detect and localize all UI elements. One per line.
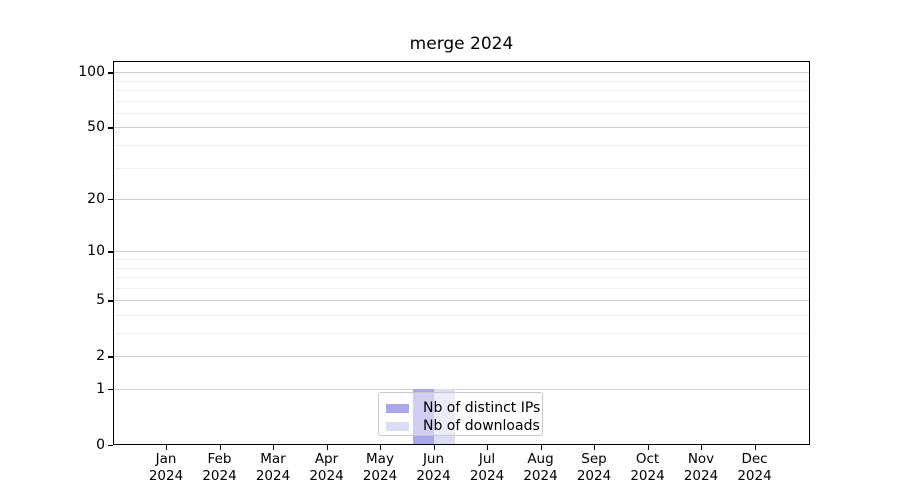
- y-tick-10: [108, 251, 113, 253]
- x-tick-dec: [754, 445, 756, 450]
- gridline-minor-4: [113, 315, 810, 316]
- x-tick-label-mar: Mar 2024: [255, 451, 291, 484]
- y-tick-label-2: 2: [96, 348, 105, 365]
- legend-item-distinct-ips: Nb of distinct IPs: [386, 399, 540, 417]
- x-tick-aug: [540, 445, 542, 450]
- gridline-major-1: [113, 389, 810, 390]
- x-tick-label-jul: Jul 2024: [469, 451, 505, 484]
- x-tick-label-jan: Jan 2024: [148, 451, 184, 484]
- y-tick-label-50: 50: [87, 119, 105, 136]
- gridline-major-2: [113, 356, 810, 358]
- x-tick-apr: [326, 445, 328, 450]
- y-tick-0: [108, 445, 113, 447]
- x-tick-jan: [166, 445, 168, 450]
- y-tick-label-20: 20: [87, 191, 105, 208]
- x-tick-label-jun: Jun 2024: [416, 451, 451, 484]
- legend: Nb of distinct IPs Nb of downloads: [378, 392, 543, 436]
- x-tick-oct: [647, 445, 649, 450]
- legend-label-downloads: Nb of downloads: [423, 418, 540, 434]
- x-tick-mar: [273, 445, 275, 450]
- x-tick-label-sep: Sep 2024: [576, 451, 612, 484]
- gridline-minor-8: [113, 267, 810, 269]
- x-tick-nov: [701, 445, 703, 450]
- y-tick-2: [108, 356, 113, 358]
- y-tick-label-1: 1: [96, 381, 105, 397]
- gridline-minor-3: [113, 333, 810, 334]
- gridline-major-50: [113, 127, 810, 129]
- bar-nb-of-distinct-ips-jun: [412, 389, 434, 445]
- x-tick-jul: [487, 445, 489, 450]
- gridline-minor-70: [113, 100, 810, 102]
- x-tick-label-dec: Dec 2024: [737, 451, 772, 484]
- x-tick-label-nov: Nov 2024: [683, 451, 719, 484]
- gridline-minor-80: [113, 90, 810, 91]
- y-tick-20: [108, 199, 113, 201]
- y-tick-label-10: 10: [87, 243, 105, 260]
- gridline-major-10: [113, 251, 810, 253]
- legend-swatch-distinct-ips-icon: [386, 403, 409, 413]
- y-tick-label-0: 0: [96, 437, 105, 453]
- y-tick-label-5: 5: [96, 292, 105, 309]
- x-tick-jun: [433, 445, 435, 450]
- y-tick-1: [108, 389, 113, 391]
- gridline-minor-90: [113, 80, 810, 82]
- y-tick-50: [108, 127, 113, 129]
- gridline-minor-30: [113, 167, 810, 169]
- gridline-minor-7: [113, 277, 810, 278]
- gridline-minor-6: [113, 287, 810, 289]
- legend-swatch-downloads-icon: [386, 421, 409, 431]
- gridline-minor-40: [113, 145, 810, 146]
- gridline-major-20: [113, 199, 810, 201]
- x-tick-feb: [219, 445, 221, 450]
- x-tick-label-aug: Aug 2024: [523, 451, 558, 484]
- x-tick-may: [380, 445, 382, 450]
- y-tick-100: [108, 72, 113, 74]
- bar-nb-of-downloads-jun: [433, 389, 455, 445]
- x-tick-label-feb: Feb 2024: [202, 451, 237, 484]
- x-tick-label-oct: Oct 2024: [630, 451, 665, 484]
- y-tick-5: [108, 300, 113, 302]
- x-tick-sep: [594, 445, 596, 450]
- legend-item-downloads: Nb of downloads: [386, 417, 540, 435]
- gridline-minor-60: [113, 112, 810, 114]
- legend-label-distinct-ips: Nb of distinct IPs: [423, 400, 541, 416]
- gridline-major-100: [113, 72, 810, 74]
- x-tick-label-apr: Apr 2024: [309, 451, 344, 484]
- gridline-major-5: [113, 300, 810, 302]
- plot-area-border: [113, 61, 810, 445]
- x-tick-label-may: May 2024: [362, 451, 398, 484]
- chart-title: merge 2024: [409, 34, 514, 54]
- y-tick-label-100: 100: [78, 64, 105, 81]
- gridline-minor-9: [113, 259, 810, 260]
